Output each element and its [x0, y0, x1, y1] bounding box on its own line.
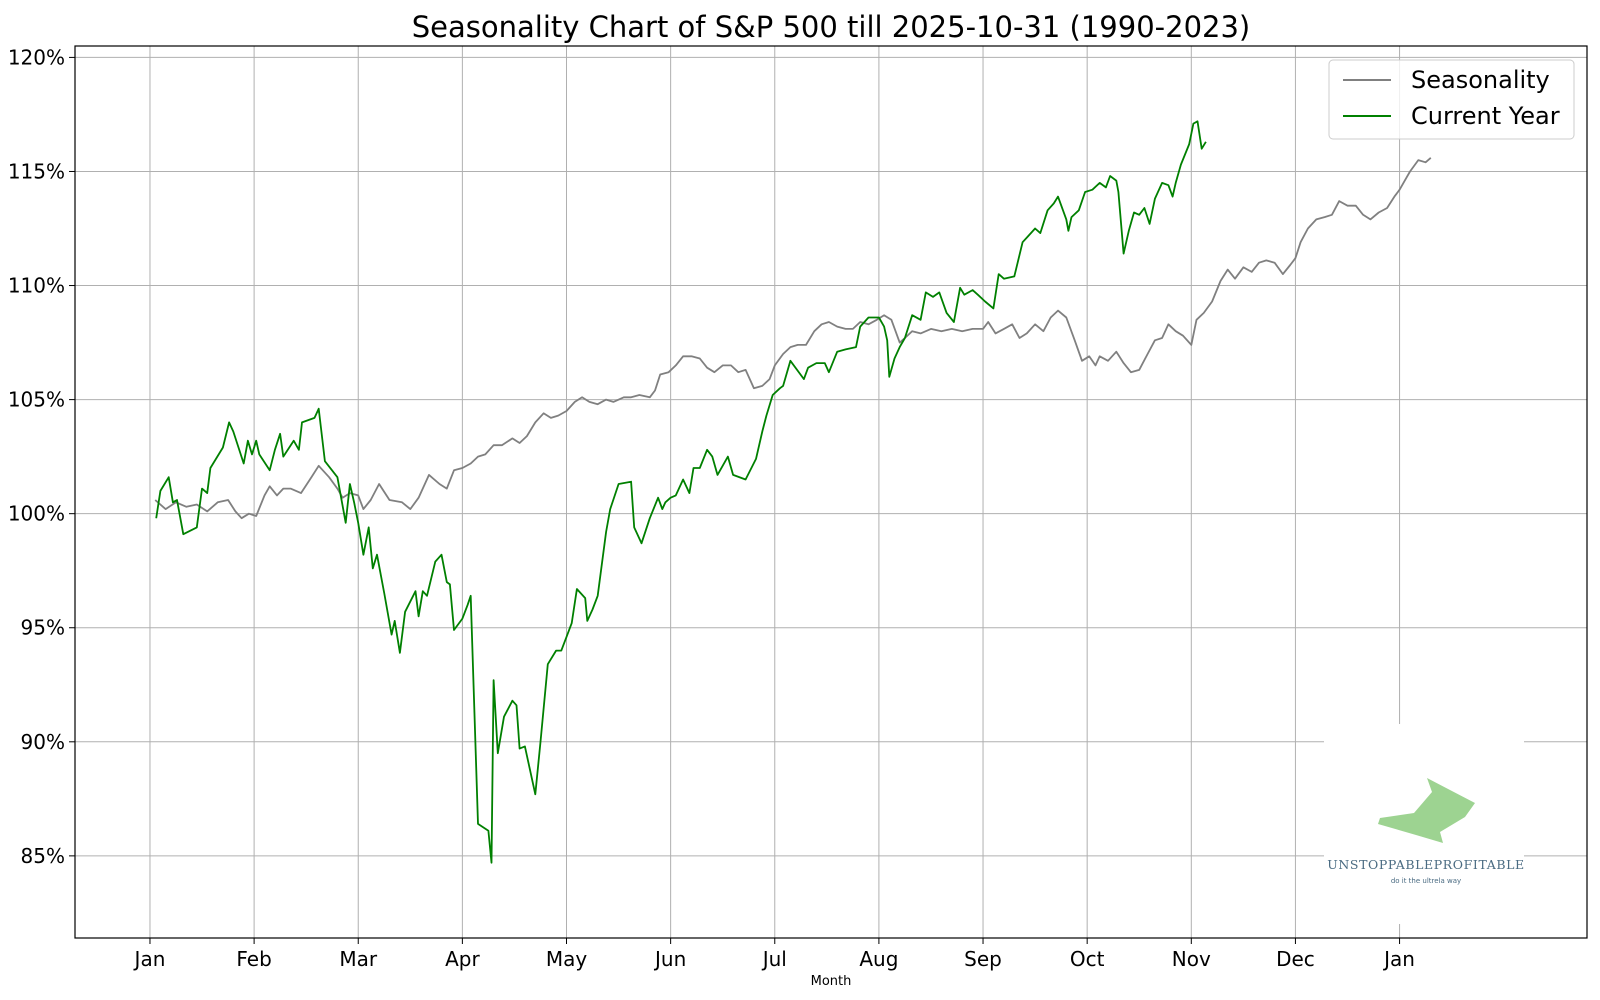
y-tick-label: 90%	[21, 730, 65, 754]
series-line-current-year	[155, 120, 1207, 864]
y-tick-label: 95%	[21, 616, 65, 640]
x-tick-label: Nov	[1172, 947, 1211, 971]
x-tick-label: Jan	[1382, 947, 1415, 971]
y-axis-ticks: 85% 90% 95% 100% 105% 110% 115% 120%	[8, 45, 75, 868]
y-tick-label: 115%	[8, 159, 65, 183]
legend-entry: Seasonality	[1411, 66, 1550, 94]
series	[154, 120, 1432, 864]
y-tick-label: 110%	[8, 274, 65, 298]
watermark-tagline: do it the ultrela way	[1391, 877, 1461, 885]
grid	[75, 46, 1587, 938]
x-tick-label: Aug	[859, 947, 898, 971]
series-line-seasonality	[154, 157, 1432, 520]
x-tick-label: Sep	[964, 947, 1002, 971]
y-tick-label: 105%	[8, 388, 65, 412]
y-tick-label: 120%	[8, 45, 65, 69]
x-tick-label: Oct	[1070, 947, 1105, 971]
y-tick-label: 85%	[21, 844, 65, 868]
x-axis-label: Month	[811, 974, 852, 989]
legend: Seasonality Current Year	[1328, 59, 1575, 140]
x-tick-label: Jan	[133, 947, 166, 971]
x-tick-label: Apr	[445, 947, 480, 971]
x-tick-label: Jun	[653, 947, 686, 971]
x-tick-label: Mar	[339, 947, 378, 971]
x-axis-ticks: Jan Feb Mar Apr May Jun Jul Aug Sep Oct Nov Dec Jan	[133, 938, 1415, 971]
chart-title: Seasonality Chart of S&P 500 till 2025-1…	[412, 10, 1250, 44]
legend-entry: Current Year	[1411, 102, 1560, 130]
x-tick-label: May	[546, 947, 588, 971]
x-tick-label: Dec	[1276, 947, 1315, 971]
plot-frame	[74, 45, 1588, 939]
watermark-arrow-icon	[1378, 778, 1475, 843]
watermark: UNSTOPPABLEPROFITABLE do it the ultrela …	[1324, 724, 1525, 924]
y-tick-label: 100%	[8, 502, 65, 526]
x-tick-label: Jul	[761, 947, 787, 971]
watermark-brand: UNSTOPPABLEPROFITABLE	[1327, 857, 1525, 872]
x-tick-label: Feb	[236, 947, 271, 971]
